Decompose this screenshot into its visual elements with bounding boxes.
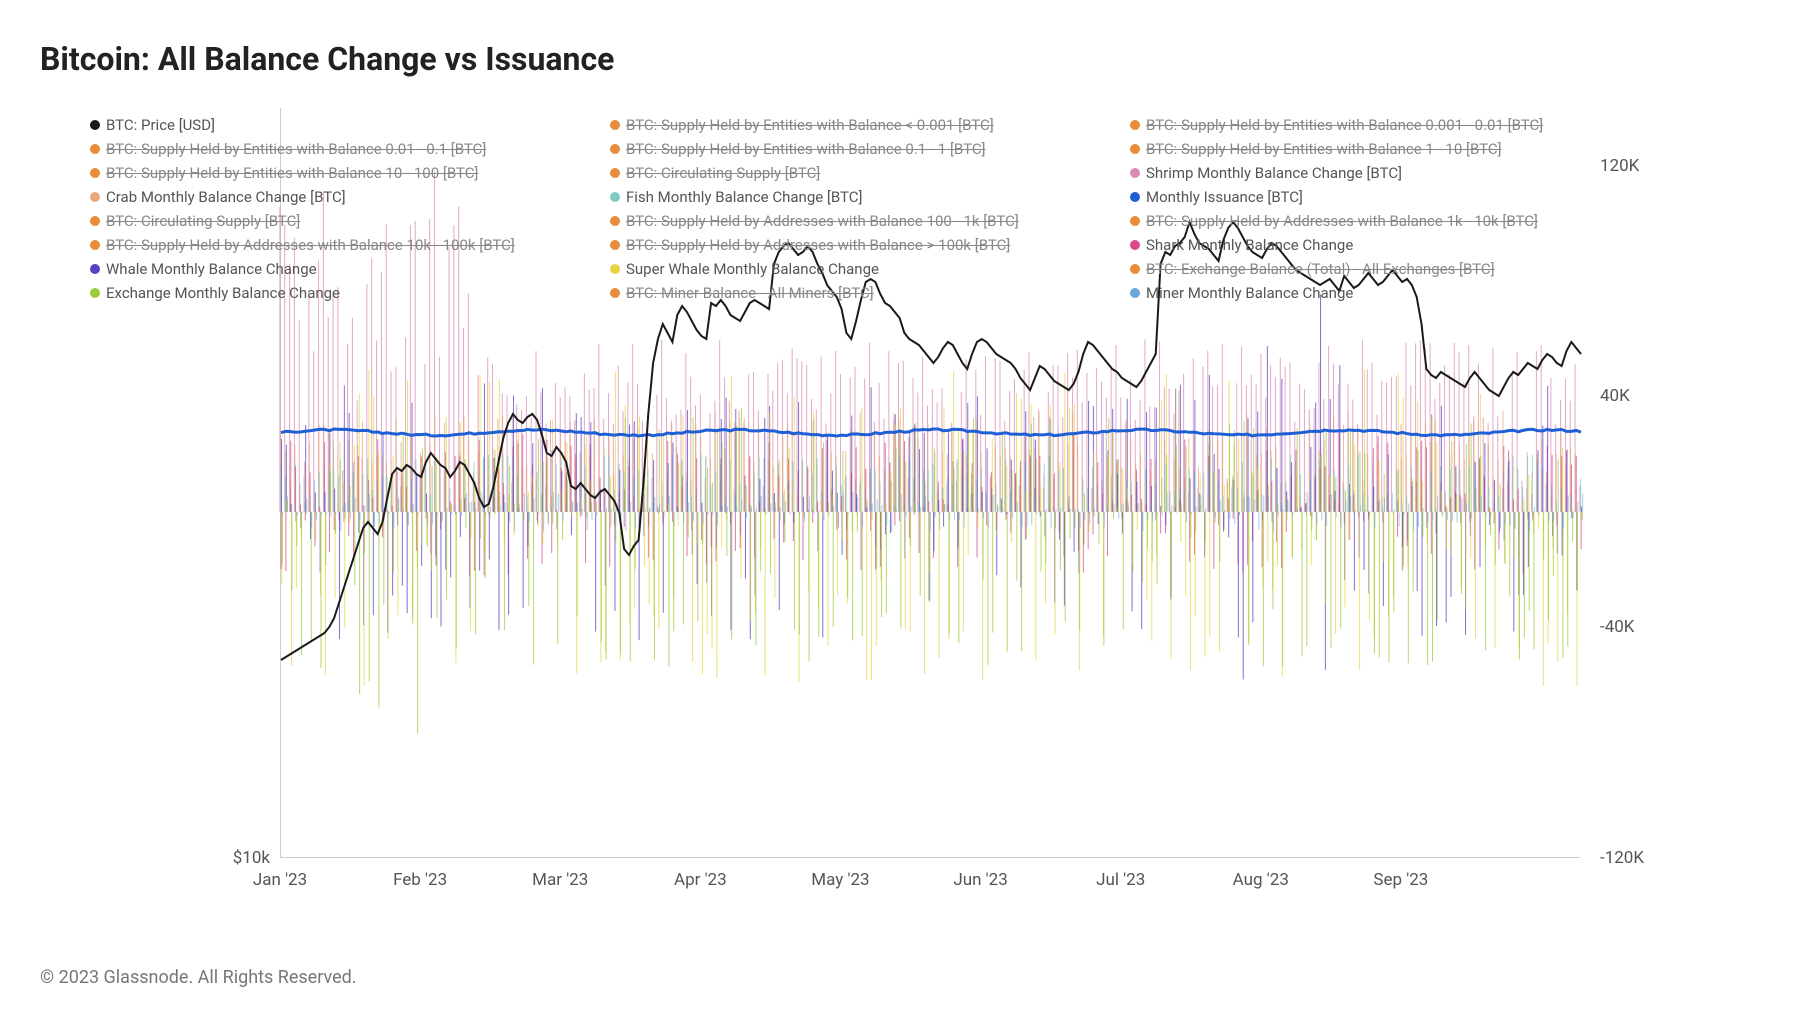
legend-label: BTC: Supply Held by Addresses with Balan…	[106, 236, 515, 254]
legend-marker-icon	[1130, 240, 1140, 250]
legend-label: BTC: Supply Held by Entities with Balanc…	[106, 140, 486, 158]
legend-item[interactable]: Miner Monthly Balance Change	[1130, 284, 1620, 302]
legend-marker-icon	[90, 192, 100, 202]
chart-container: BTC: Price [USD] BTC: Supply Held by Enti…	[60, 108, 1740, 908]
legend-item[interactable]: Crab Monthly Balance Change [BTC]	[90, 188, 610, 206]
legend-item[interactable]: BTC: Supply Held by Entities with Balanc…	[1130, 116, 1620, 134]
legend-label: BTC: Supply Held by Entities with Balanc…	[626, 116, 994, 134]
legend-marker-icon	[90, 120, 100, 130]
legend-label: Fish Monthly Balance Change [BTC]	[626, 188, 862, 206]
legend-item[interactable]: BTC: Supply Held by Addresses with Balan…	[610, 236, 1130, 254]
x-axis-tick: Sep '23	[1373, 870, 1428, 890]
legend-label: BTC: Price [USD]	[106, 116, 215, 134]
legend-item[interactable]: BTC: Supply Held by Entities with Balanc…	[90, 164, 610, 182]
legend-marker-icon	[610, 216, 620, 226]
legend-item[interactable]: Monthly Issuance [BTC]	[1130, 188, 1620, 206]
x-axis-tick: Jan '23	[253, 870, 307, 890]
legend-marker-icon	[90, 216, 100, 226]
y-axis-left-tick: $10k	[233, 848, 270, 868]
legend-label: BTC: Miner Balance - All Miners [BTC]	[626, 284, 874, 302]
x-axis-tick: May '23	[811, 870, 869, 890]
legend-marker-icon	[610, 192, 620, 202]
legend-label: Super Whale Monthly Balance Change	[626, 260, 879, 278]
legend-item[interactable]: Fish Monthly Balance Change [BTC]	[610, 188, 1130, 206]
copyright-footer: © 2023 Glassnode. All Rights Reserved.	[40, 967, 357, 988]
legend-label: BTC: Supply Held by Entities with Balanc…	[1146, 140, 1502, 158]
legend-label: Exchange Monthly Balance Change	[106, 284, 340, 302]
legend-marker-icon	[1130, 264, 1140, 274]
legend-label: BTC: Supply Held by Addresses with Balan…	[1146, 212, 1538, 230]
x-axis-tick: Jun '23	[953, 870, 1007, 890]
y-axis-right-tick: -40K	[1600, 617, 1634, 637]
legend-label: BTC: Circulating Supply [BTC]	[626, 164, 820, 182]
legend-label: BTC: Supply Held by Entities with Balanc…	[106, 164, 478, 182]
legend-item[interactable]: BTC: Price [USD]	[90, 116, 610, 134]
x-axis-tick: Jul '23	[1096, 870, 1145, 890]
legend-marker-icon	[90, 264, 100, 274]
legend-marker-icon	[610, 264, 620, 274]
y-axis-right-tick: -120K	[1600, 848, 1644, 868]
legend-marker-icon	[610, 120, 620, 130]
legend-item[interactable]: Shark Monthly Balance Change	[1130, 236, 1620, 254]
legend-marker-icon	[1130, 288, 1140, 298]
legend-label: Shark Monthly Balance Change	[1146, 236, 1353, 254]
legend-item[interactable]: Whale Monthly Balance Change	[90, 260, 610, 278]
legend-marker-icon	[1130, 168, 1140, 178]
legend-label: BTC: Supply Held by Entities with Balanc…	[626, 140, 985, 158]
legend-label: BTC: Supply Held by Addresses with Balan…	[626, 236, 1010, 254]
chart-legend: BTC: Price [USD] BTC: Supply Held by Enti…	[90, 116, 1620, 302]
legend-label: BTC: Supply Held by Addresses with Balan…	[626, 212, 1019, 230]
legend-marker-icon	[1130, 120, 1140, 130]
x-axis-tick: Mar '23	[532, 870, 588, 890]
legend-item[interactable]: Shrimp Monthly Balance Change [BTC]	[1130, 164, 1620, 182]
x-axis-tick: Apr '23	[674, 870, 727, 890]
page-title: Bitcoin: All Balance Change vs Issuance	[40, 40, 1760, 78]
legend-label: Monthly Issuance [BTC]	[1146, 188, 1303, 206]
legend-marker-icon	[610, 168, 620, 178]
legend-item[interactable]: BTC: Miner Balance - All Miners [BTC]	[610, 284, 1130, 302]
legend-label: Whale Monthly Balance Change	[106, 260, 317, 278]
x-axis-tick: Aug '23	[1233, 870, 1289, 890]
legend-item[interactable]: BTC: Exchange Balance (Total) - All Exch…	[1130, 260, 1620, 278]
legend-label: Shrimp Monthly Balance Change [BTC]	[1146, 164, 1402, 182]
legend-marker-icon	[610, 288, 620, 298]
legend-item[interactable]: BTC: Circulating Supply [BTC]	[90, 212, 610, 230]
legend-marker-icon	[1130, 144, 1140, 154]
legend-item[interactable]: BTC: Supply Held by Addresses with Balan…	[610, 212, 1130, 230]
legend-marker-icon	[90, 144, 100, 154]
legend-item[interactable]: BTC: Circulating Supply [BTC]	[610, 164, 1130, 182]
x-axis-tick: Feb '23	[393, 870, 447, 890]
legend-item[interactable]: BTC: Supply Held by Entities with Balanc…	[610, 116, 1130, 134]
legend-item[interactable]: BTC: Supply Held by Entities with Balanc…	[610, 140, 1130, 158]
legend-marker-icon	[90, 288, 100, 298]
legend-item[interactable]: BTC: Supply Held by Entities with Balanc…	[1130, 140, 1620, 158]
legend-marker-icon	[1130, 192, 1140, 202]
legend-item[interactable]: BTC: Supply Held by Entities with Balanc…	[90, 140, 610, 158]
legend-label: Crab Monthly Balance Change [BTC]	[106, 188, 346, 206]
legend-item[interactable]: Super Whale Monthly Balance Change	[610, 260, 1130, 278]
legend-item[interactable]: Exchange Monthly Balance Change	[90, 284, 610, 302]
legend-label: Miner Monthly Balance Change	[1146, 284, 1353, 302]
legend-marker-icon	[1130, 216, 1140, 226]
legend-item[interactable]: BTC: Supply Held by Addresses with Balan…	[90, 236, 610, 254]
legend-label: BTC: Circulating Supply [BTC]	[106, 212, 300, 230]
y-axis-right-tick: 40K	[1600, 386, 1630, 406]
legend-marker-icon	[610, 240, 620, 250]
legend-marker-icon	[90, 168, 100, 178]
legend-marker-icon	[610, 144, 620, 154]
legend-marker-icon	[90, 240, 100, 250]
legend-label: BTC: Exchange Balance (Total) - All Exch…	[1146, 260, 1495, 278]
legend-label: BTC: Supply Held by Entities with Balanc…	[1146, 116, 1543, 134]
legend-item[interactable]: BTC: Supply Held by Addresses with Balan…	[1130, 212, 1620, 230]
